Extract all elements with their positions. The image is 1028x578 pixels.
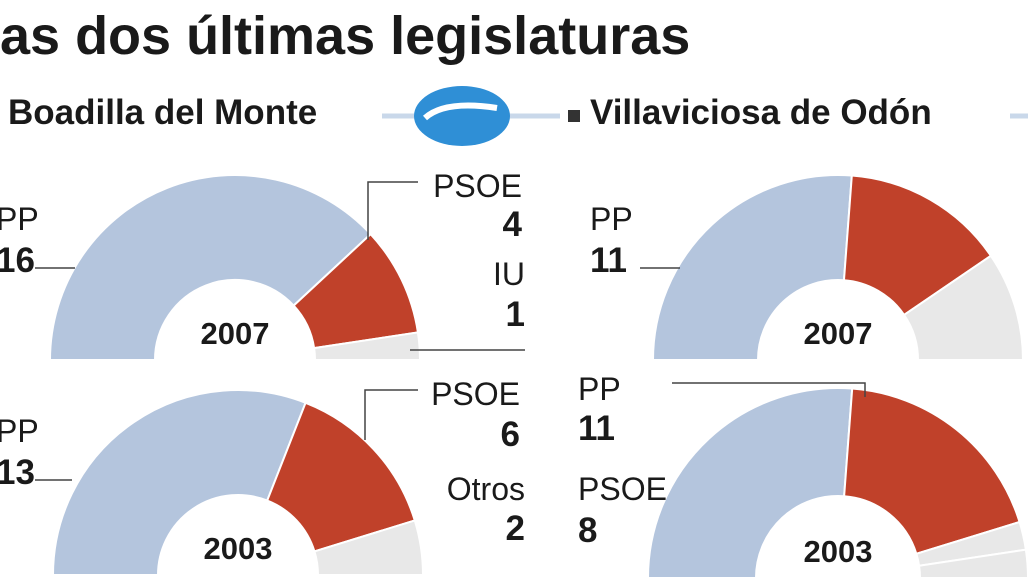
seat-count: 2 bbox=[506, 509, 525, 548]
bullet bbox=[568, 110, 580, 122]
segment bbox=[902, 254, 1025, 361]
segment bbox=[843, 387, 1021, 556]
leader-line bbox=[367, 181, 418, 240]
party-name: Otros bbox=[447, 471, 525, 507]
year-label: 2003 bbox=[204, 531, 273, 566]
seat-count: 11 bbox=[590, 241, 627, 280]
section-title: Boadilla del Monte bbox=[8, 93, 317, 132]
seat-count: 1 bbox=[506, 295, 525, 334]
party-logo bbox=[414, 86, 510, 146]
party-name: PSOE bbox=[433, 168, 522, 204]
segment bbox=[48, 174, 373, 361]
leader-line bbox=[364, 389, 418, 440]
leader-line bbox=[672, 382, 866, 397]
year-label: 2003 bbox=[804, 534, 873, 569]
segment bbox=[265, 401, 417, 553]
party-name: PP bbox=[590, 201, 633, 237]
segment bbox=[312, 331, 422, 361]
seat-count: 6 bbox=[501, 415, 520, 454]
party-name: PP bbox=[0, 413, 39, 449]
section-title: Villaviciosa de Odón bbox=[590, 93, 932, 132]
seat-count: 13 bbox=[0, 453, 35, 492]
segment bbox=[313, 519, 425, 576]
seat-count: 11 bbox=[578, 409, 615, 448]
segment bbox=[646, 387, 854, 578]
seat-count: 16 bbox=[0, 241, 35, 280]
party-name: PP bbox=[578, 371, 621, 407]
year-label: 2007 bbox=[201, 316, 270, 351]
party-name: PSOE bbox=[578, 471, 667, 507]
segment bbox=[651, 174, 853, 361]
seat-count: 8 bbox=[578, 511, 597, 550]
party-name: PSOE bbox=[431, 376, 520, 412]
party-name: PP bbox=[0, 201, 39, 237]
seat-count: 4 bbox=[503, 205, 523, 244]
year-label: 2007 bbox=[804, 316, 873, 351]
logo-stripe bbox=[422, 102, 498, 121]
party-name: IU bbox=[493, 256, 525, 292]
segment bbox=[51, 389, 307, 576]
page-title: as dos últimas legislaturas bbox=[0, 6, 690, 66]
segment bbox=[917, 548, 1028, 578]
